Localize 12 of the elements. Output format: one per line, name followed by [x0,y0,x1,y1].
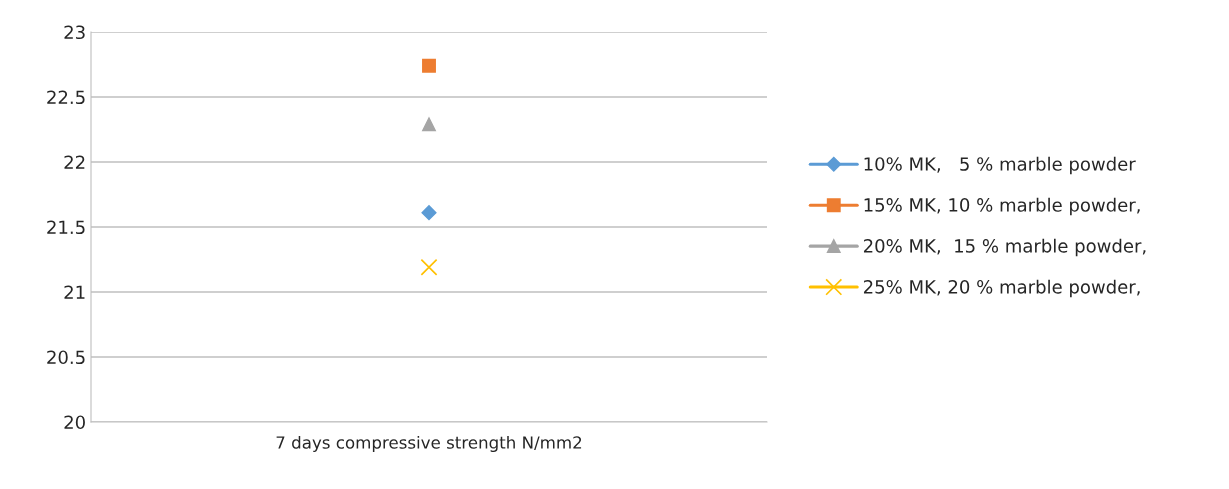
legend-label: 25% MK, 20 % marble powder, [863,279,1140,298]
x-tick-label: 7 days compressive strength N/mm2 [276,435,582,453]
legend-label: 10% MK, 5 % marble powder [864,156,1136,175]
legend-label: 15% MK, 10 % marble powder, [864,197,1140,216]
y-tick-label: 22.5 [47,90,85,105]
legend-label: 20% MK, 15 % marble powder, [863,238,1146,257]
y-tick-label: 20 [64,415,85,430]
y-tick-label: 21.5 [47,220,85,235]
y-tick-label: 21 [64,285,85,299]
y-tick-label: 23 [64,25,85,40]
y-tick-label: 20.5 [47,350,85,365]
y-tick-label: 22 [64,155,85,169]
